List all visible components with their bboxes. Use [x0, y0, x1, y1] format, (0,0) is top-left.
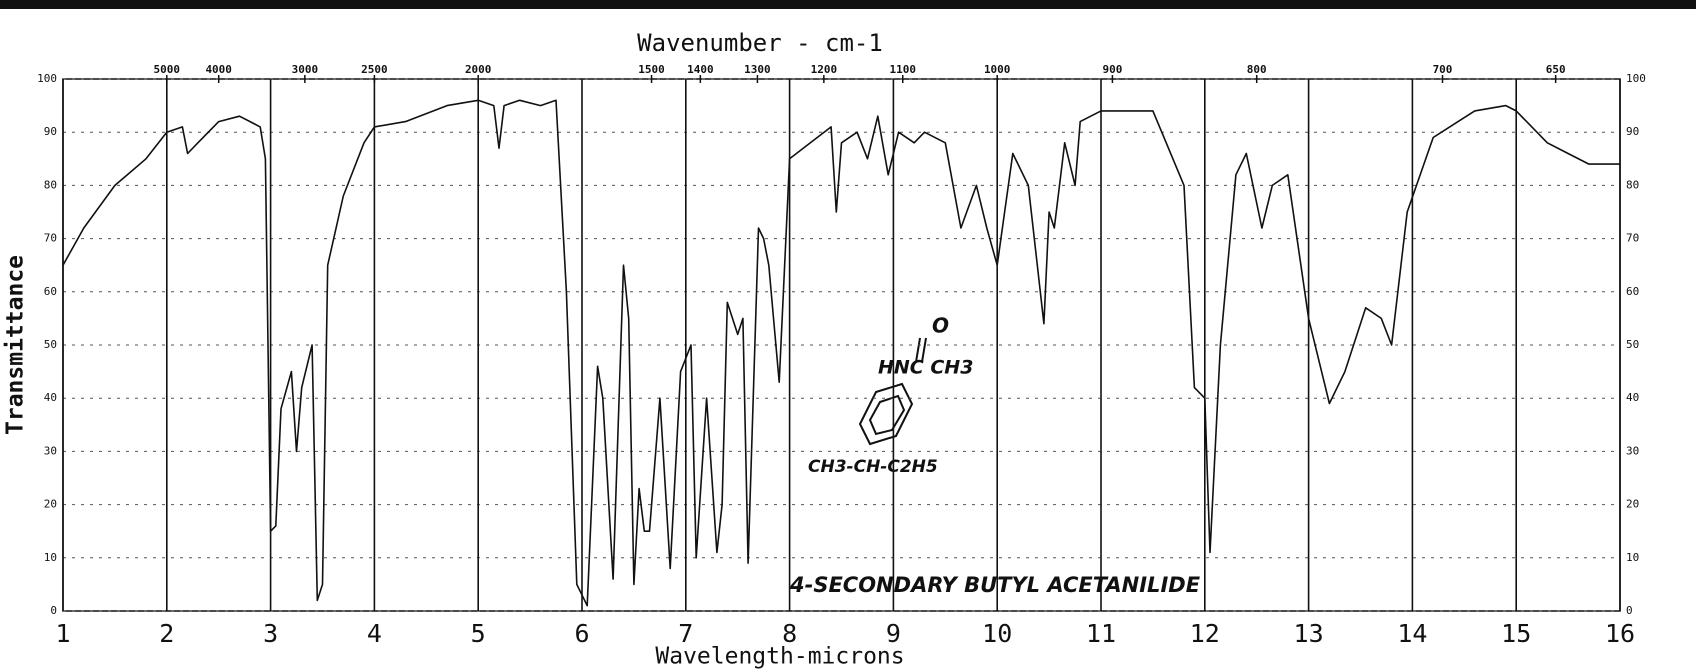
x2-tick-label: 800 [1247, 63, 1267, 76]
x-tick-label: 15 [1501, 619, 1531, 648]
y-tick-label: 0 [50, 604, 57, 617]
top-axis-title: Wavenumber - cm-1 [637, 29, 883, 57]
y-tick-label-right: 80 [1626, 178, 1639, 191]
y-tick-label: 80 [44, 178, 57, 191]
y-tick-label: 90 [44, 125, 57, 138]
x-tick-label: 16 [1605, 619, 1635, 648]
benzene-ring [858, 382, 914, 446]
x2-tick-label: 2000 [465, 63, 492, 76]
double-bond [921, 337, 927, 363]
x-tick-label: 5 [471, 619, 486, 648]
x-tick-label: 13 [1294, 619, 1324, 648]
x-axis-title: Wavelength-microns [655, 644, 904, 670]
x2-tick-label: 650 [1546, 63, 1566, 76]
x2-tick-label: 3000 [292, 63, 319, 76]
y-tick-label: 10 [44, 551, 57, 564]
x2-tick-label: 1100 [889, 63, 916, 76]
y-axis-title: Transmittance [3, 255, 29, 435]
x-tick-label: 12 [1190, 619, 1220, 648]
double-bond [915, 337, 921, 363]
y-tick-label-right: 40 [1626, 391, 1639, 404]
structure [858, 337, 927, 446]
annotation: HNC CH3 [878, 357, 973, 379]
x-tick-label: 10 [982, 619, 1012, 648]
x2-tick-label: 700 [1433, 63, 1453, 76]
x2-tick-label: 4000 [205, 63, 232, 76]
y-tick-label-right: 100 [1626, 72, 1646, 85]
x2-tick-label: 1300 [744, 63, 771, 76]
x2-tick-label: 1400 [687, 63, 714, 76]
x-tick-label: 4 [367, 619, 382, 648]
x-tick-label: 11 [1086, 619, 1116, 648]
x2-tick-label: 900 [1102, 63, 1122, 76]
annotation: CH3-CH-C2H5 [808, 457, 938, 477]
y-tick-label: 70 [44, 232, 57, 245]
x2-tick-label: 1000 [984, 63, 1011, 76]
y-tick-label: 100 [37, 72, 57, 85]
y-tick-label-right: 50 [1626, 338, 1639, 351]
x2-tick-label: 2500 [361, 63, 388, 76]
x2-tick-label: 1200 [811, 63, 838, 76]
x-tick-label: 6 [574, 619, 589, 648]
x2-tick-label: 1500 [638, 63, 665, 76]
y-tick-label: 50 [44, 338, 57, 351]
y-tick-label-right: 0 [1626, 604, 1633, 617]
y-tick-label-right: 10 [1626, 551, 1639, 564]
y-tick-label-right: 20 [1626, 498, 1639, 511]
top-border [0, 0, 1696, 9]
y-tick-label: 30 [44, 444, 57, 457]
x-tick-label: 9 [886, 619, 901, 648]
benzene-inner [868, 394, 906, 436]
annotation: 4-SECONDARY BUTYL ACETANILIDE [789, 573, 1201, 597]
x-tick-label: 8 [782, 619, 797, 648]
y-tick-label-right: 90 [1626, 125, 1639, 138]
y-tick-label: 20 [44, 498, 57, 511]
y-tick-label-right: 70 [1626, 232, 1639, 245]
y-tick-label-right: 60 [1626, 285, 1639, 298]
x2-tick-label: 5000 [154, 63, 181, 76]
x-tick-label: 7 [678, 619, 693, 648]
spectrum-line [62, 99, 1620, 607]
y-tick-label-right: 30 [1626, 444, 1639, 457]
y-tick-label: 40 [44, 391, 57, 404]
y-tick-label: 60 [44, 285, 57, 298]
annotation: O [932, 314, 949, 338]
x-tick-label: 14 [1397, 619, 1427, 648]
x-tick-label: 3 [263, 619, 278, 648]
x-tick-label: 1 [55, 619, 70, 648]
x-tick-label: 2 [159, 619, 174, 648]
